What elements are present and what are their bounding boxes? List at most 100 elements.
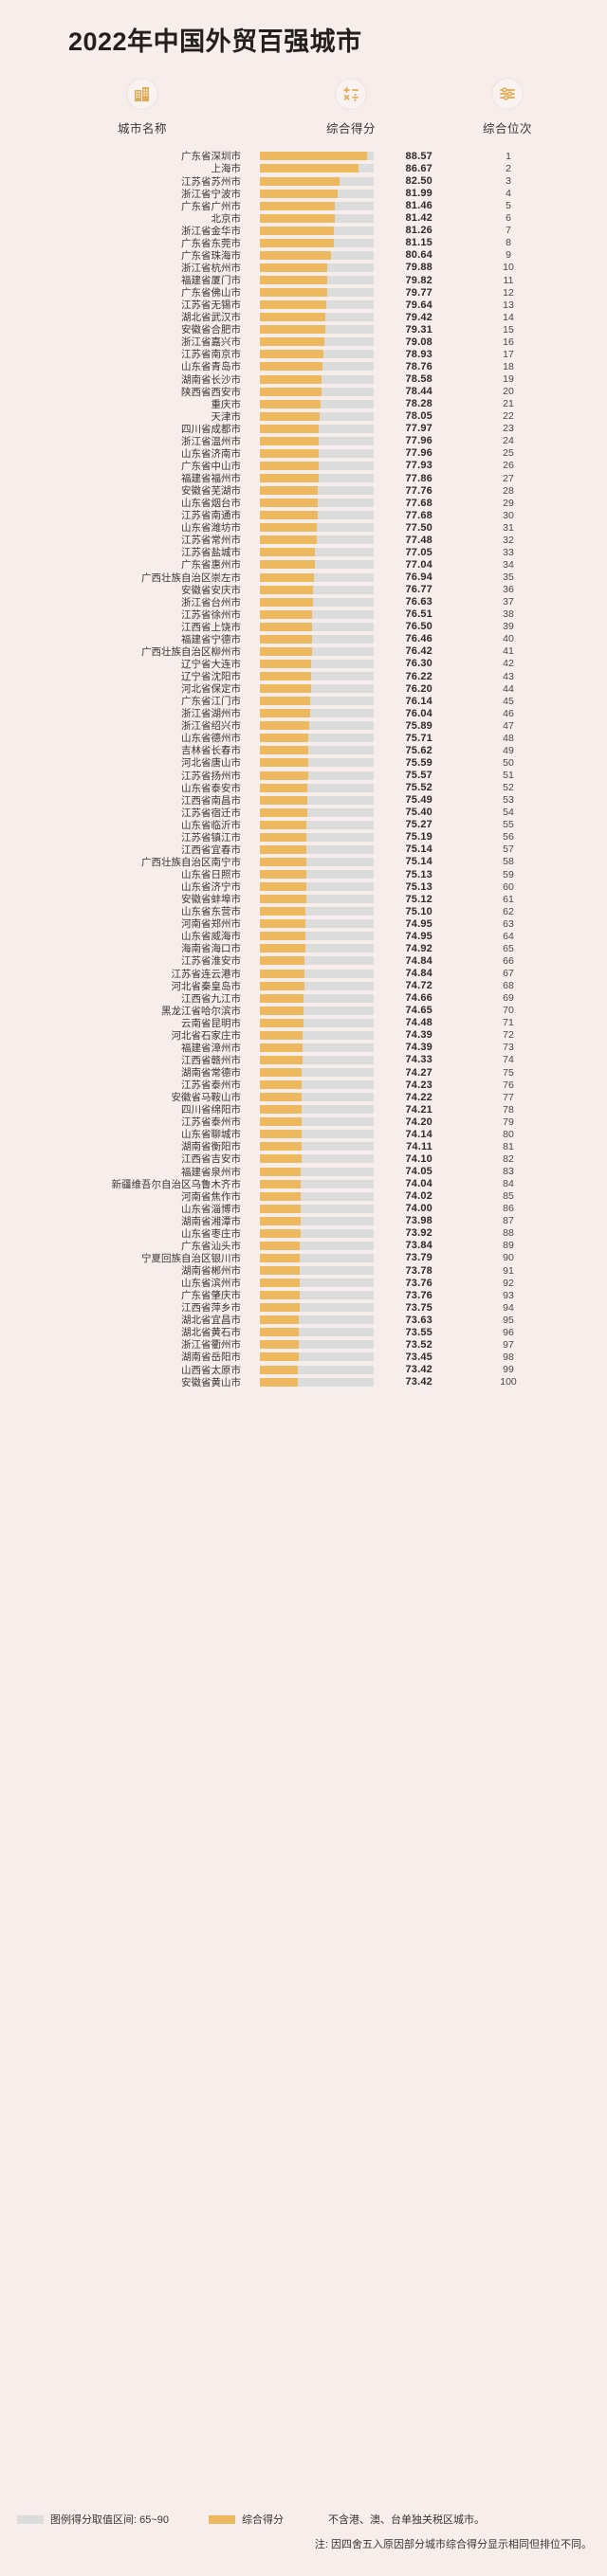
table-row: 山东省聊城市 74.14 80 <box>0 1128 607 1141</box>
table-row: 河北省石家庄市 74.39 72 <box>0 1029 607 1042</box>
score-value: 74.39 <box>405 1042 432 1054</box>
score-bar <box>260 1328 374 1337</box>
score-value: 75.49 <box>405 794 432 807</box>
score-bar-fill <box>260 176 340 186</box>
score-bar-fill <box>260 993 304 1003</box>
score-bar-fill <box>260 746 308 755</box>
rank-value: 31 <box>503 521 514 534</box>
score-bar-fill <box>260 1352 299 1362</box>
score-bar-fill <box>260 1117 303 1127</box>
table-row: 浙江省温州市 77.96 24 <box>0 435 607 447</box>
city-name: 北京市 <box>211 212 242 225</box>
score-bar-track <box>260 1241 374 1250</box>
city-name: 江西省吉安市 <box>181 1153 241 1166</box>
city-name: 江苏省连云港市 <box>171 968 242 980</box>
score-value: 77.76 <box>405 484 432 497</box>
score-value: 75.40 <box>405 807 432 819</box>
score-bar <box>260 684 374 694</box>
score-value: 73.52 <box>405 1338 432 1351</box>
score-bar <box>260 646 374 656</box>
table-row: 广东省广州市 81.46 5 <box>0 200 607 212</box>
score-value: 77.96 <box>405 435 432 447</box>
score-bar-fill <box>260 1228 301 1238</box>
table-row: 浙江省湖州市 76.04 46 <box>0 707 607 720</box>
city-name: 福建省福州市 <box>181 473 241 485</box>
score-value: 74.11 <box>406 1140 432 1152</box>
score-bar <box>260 734 374 743</box>
score-value: 76.94 <box>405 571 432 584</box>
rank-value: 40 <box>503 633 514 645</box>
city-name: 广东省佛山市 <box>181 287 241 299</box>
table-row: 山东省日照市 75.13 59 <box>0 868 607 881</box>
table-row: 重庆市 78.28 21 <box>0 398 607 410</box>
rank-value: 97 <box>503 1338 514 1351</box>
table-row: 广东省江门市 76.14 45 <box>0 695 607 708</box>
city-name: 福建省漳州市 <box>181 1042 241 1054</box>
score-value: 73.79 <box>405 1252 432 1264</box>
score-bar-fill <box>260 1216 302 1225</box>
score-bar-fill <box>260 919 305 929</box>
table-row: 广东省中山市 77.93 26 <box>0 460 607 472</box>
table-row: 安徽省安庆市 76.77 36 <box>0 584 607 596</box>
city-name: 山东省日照市 <box>181 869 241 881</box>
score-bar-fill <box>260 362 323 372</box>
score-bar-track <box>260 1018 374 1027</box>
table-row: 江苏省宿迁市 75.40 54 <box>0 807 607 819</box>
score-value: 74.04 <box>405 1178 432 1190</box>
column-header-rank-label: 综合位次 <box>482 122 532 136</box>
table-row: 辽宁省沈阳市 76.22 43 <box>0 670 607 683</box>
score-bar-fill <box>260 499 318 508</box>
score-bar-track <box>260 1365 374 1374</box>
rank-value: 33 <box>503 546 514 558</box>
score-bar-fill <box>260 1105 303 1115</box>
table-row: 湖北省黄石市 73.55 96 <box>0 1326 607 1339</box>
rank-value: 66 <box>503 954 514 967</box>
table-row: 安徽省芜湖市 77.76 28 <box>0 484 607 498</box>
city-name: 吉林省长春市 <box>181 745 241 757</box>
rank-value: 42 <box>503 658 514 670</box>
table-row: 福建省泉州市 74.05 83 <box>0 1166 607 1178</box>
score-bar <box>260 325 374 335</box>
score-bar-track <box>260 844 374 854</box>
score-bar-fill <box>260 560 315 570</box>
score-bar-track <box>260 981 374 990</box>
score-bar <box>260 350 374 359</box>
legend-series-label: 综合得分 <box>242 2514 285 2526</box>
rank-value: 63 <box>503 917 514 930</box>
city-name: 山东省淄博市 <box>181 1203 241 1215</box>
score-bar <box>260 634 374 644</box>
city-name: 江苏省南通市 <box>181 510 241 522</box>
table-row: 山东省泰安市 75.52 52 <box>0 782 607 794</box>
city-name: 浙江省绍兴市 <box>181 720 241 733</box>
score-value: 79.88 <box>405 262 432 274</box>
score-value: 75.19 <box>405 831 432 844</box>
score-bar-track <box>260 1093 374 1102</box>
city-name: 重庆市 <box>211 398 242 410</box>
score-bar-fill <box>260 250 332 260</box>
score-bar <box>260 276 374 285</box>
rank-value: 85 <box>503 1190 514 1203</box>
table-row: 吉林省长春市 75.62 49 <box>0 744 607 757</box>
rank-value: 36 <box>503 584 514 596</box>
score-bar-fill <box>260 448 320 458</box>
table-row: 江苏省常州市 77.48 32 <box>0 534 607 547</box>
rank-value: 62 <box>503 905 514 917</box>
score-bar <box>260 1142 374 1152</box>
score-bar-fill <box>260 932 305 941</box>
score-value: 74.23 <box>405 1079 432 1091</box>
score-value: 78.93 <box>405 348 432 360</box>
score-bar-track <box>260 535 374 545</box>
table-row: 江西省上饶市 76.50 39 <box>0 621 607 633</box>
table-row: 江苏省泰州市 74.20 79 <box>0 1116 607 1129</box>
table-row: 广东省肇庆市 73.76 93 <box>0 1289 607 1302</box>
table-row: 江西省宜春市 75.14 57 <box>0 844 607 856</box>
score-bar-fill <box>260 1315 300 1325</box>
score-bar-fill <box>260 164 359 173</box>
score-bar-fill <box>260 1068 303 1078</box>
score-bar-fill <box>260 646 312 656</box>
score-bar-track <box>260 1315 374 1325</box>
rank-value: 79 <box>503 1116 514 1128</box>
score-bar-track <box>260 597 374 607</box>
score-value: 76.51 <box>405 608 432 621</box>
